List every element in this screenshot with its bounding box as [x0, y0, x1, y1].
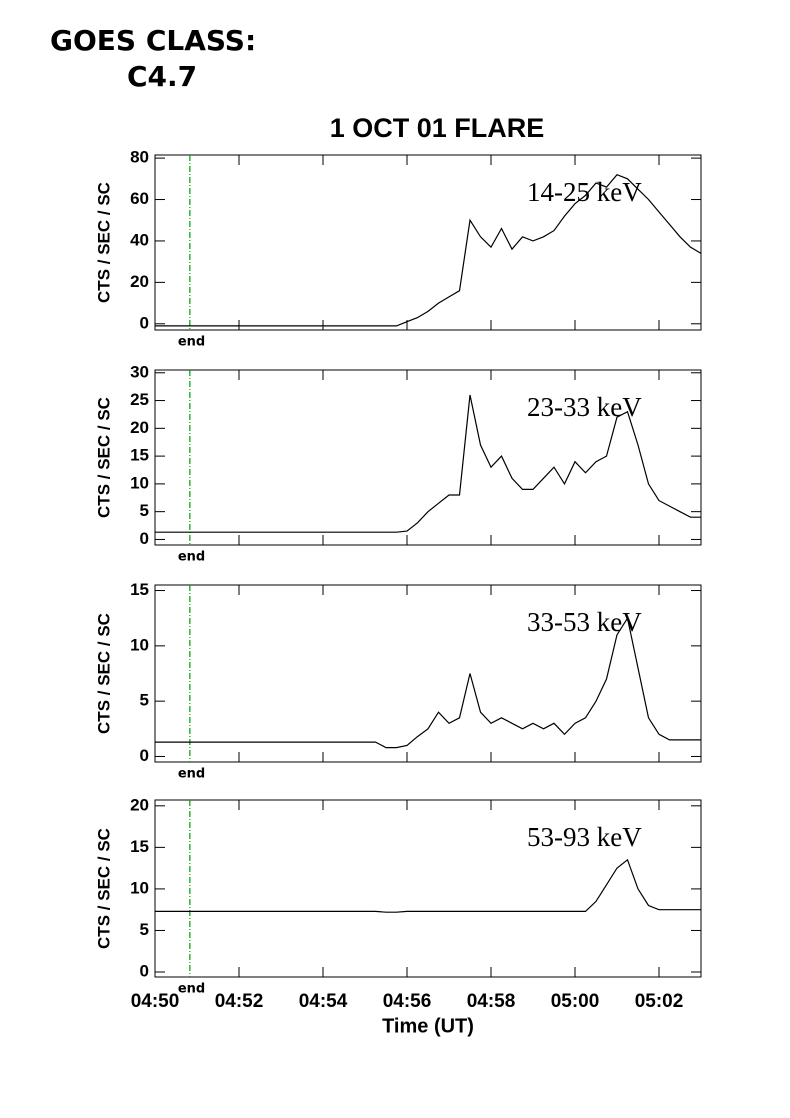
series-line	[155, 394, 701, 533]
plot-frame	[154, 154, 702, 331]
x-tick-label: 04:50	[131, 991, 180, 1012]
series-line	[155, 616, 701, 749]
x-tick-label: 04:52	[215, 991, 264, 1012]
y-tick-label: 10	[130, 878, 149, 897]
y-tick-label: 5	[140, 691, 149, 710]
y-axis-label: CTS / SEC / SC	[94, 182, 113, 303]
y-tick-label: 10	[130, 473, 149, 492]
x-axis-label: Time (UT)	[382, 1015, 474, 1037]
end-label: end	[178, 335, 205, 350]
y-tick-label: 15	[130, 446, 149, 465]
y-tick-label: 10	[130, 635, 149, 654]
series-line	[155, 173, 702, 327]
y-tick-label: 5	[140, 501, 149, 520]
x-tick-label: 04:58	[467, 991, 516, 1012]
y-tick-label: 15	[130, 837, 149, 856]
y-tick-label: 0	[140, 313, 149, 332]
goes-class: C4.7	[127, 60, 197, 93]
y-tick-label: 0	[140, 961, 149, 980]
goes-label: GOES CLASS:	[50, 24, 256, 57]
end-label: end	[178, 767, 205, 782]
y-tick-label: 25	[130, 390, 149, 409]
y-axis-label: CTS / SEC / SC	[94, 613, 113, 734]
band-label: 14-25 keV	[527, 177, 642, 207]
y-tick-label: 5	[140, 920, 149, 939]
y-axis-label: CTS / SEC / SC	[94, 828, 113, 949]
x-tick-label: 04:56	[383, 991, 432, 1012]
y-tick-label: 60	[130, 189, 149, 208]
y-tick-label: 40	[130, 230, 149, 249]
y-tick-label: 15	[130, 580, 149, 599]
y-axis-label: CTS / SEC / SC	[94, 397, 113, 518]
band-label: 53-93 keV	[527, 822, 642, 852]
x-tick-label: 05:02	[635, 991, 684, 1012]
band-label: 33-53 keV	[527, 607, 642, 637]
band-label: 23-33 keV	[527, 392, 642, 422]
y-tick-label: 20	[130, 418, 149, 437]
x-tick-label: 04:54	[299, 991, 348, 1012]
end-label: end	[178, 550, 205, 565]
plot-frame	[154, 369, 702, 546]
y-tick-label: 0	[140, 529, 149, 548]
y-tick-label: 80	[130, 148, 149, 167]
y-tick-label: 20	[130, 795, 149, 814]
y-tick-label: 30	[130, 362, 149, 381]
plot-frame	[154, 584, 702, 763]
y-tick-label: 0	[140, 746, 149, 765]
y-tick-label: 20	[130, 272, 149, 291]
end-label: end	[178, 982, 205, 997]
x-tick-label: 05:00	[551, 991, 600, 1012]
series-line	[155, 858, 701, 913]
chart-title: 1 OCT 01 FLARE	[330, 113, 545, 143]
